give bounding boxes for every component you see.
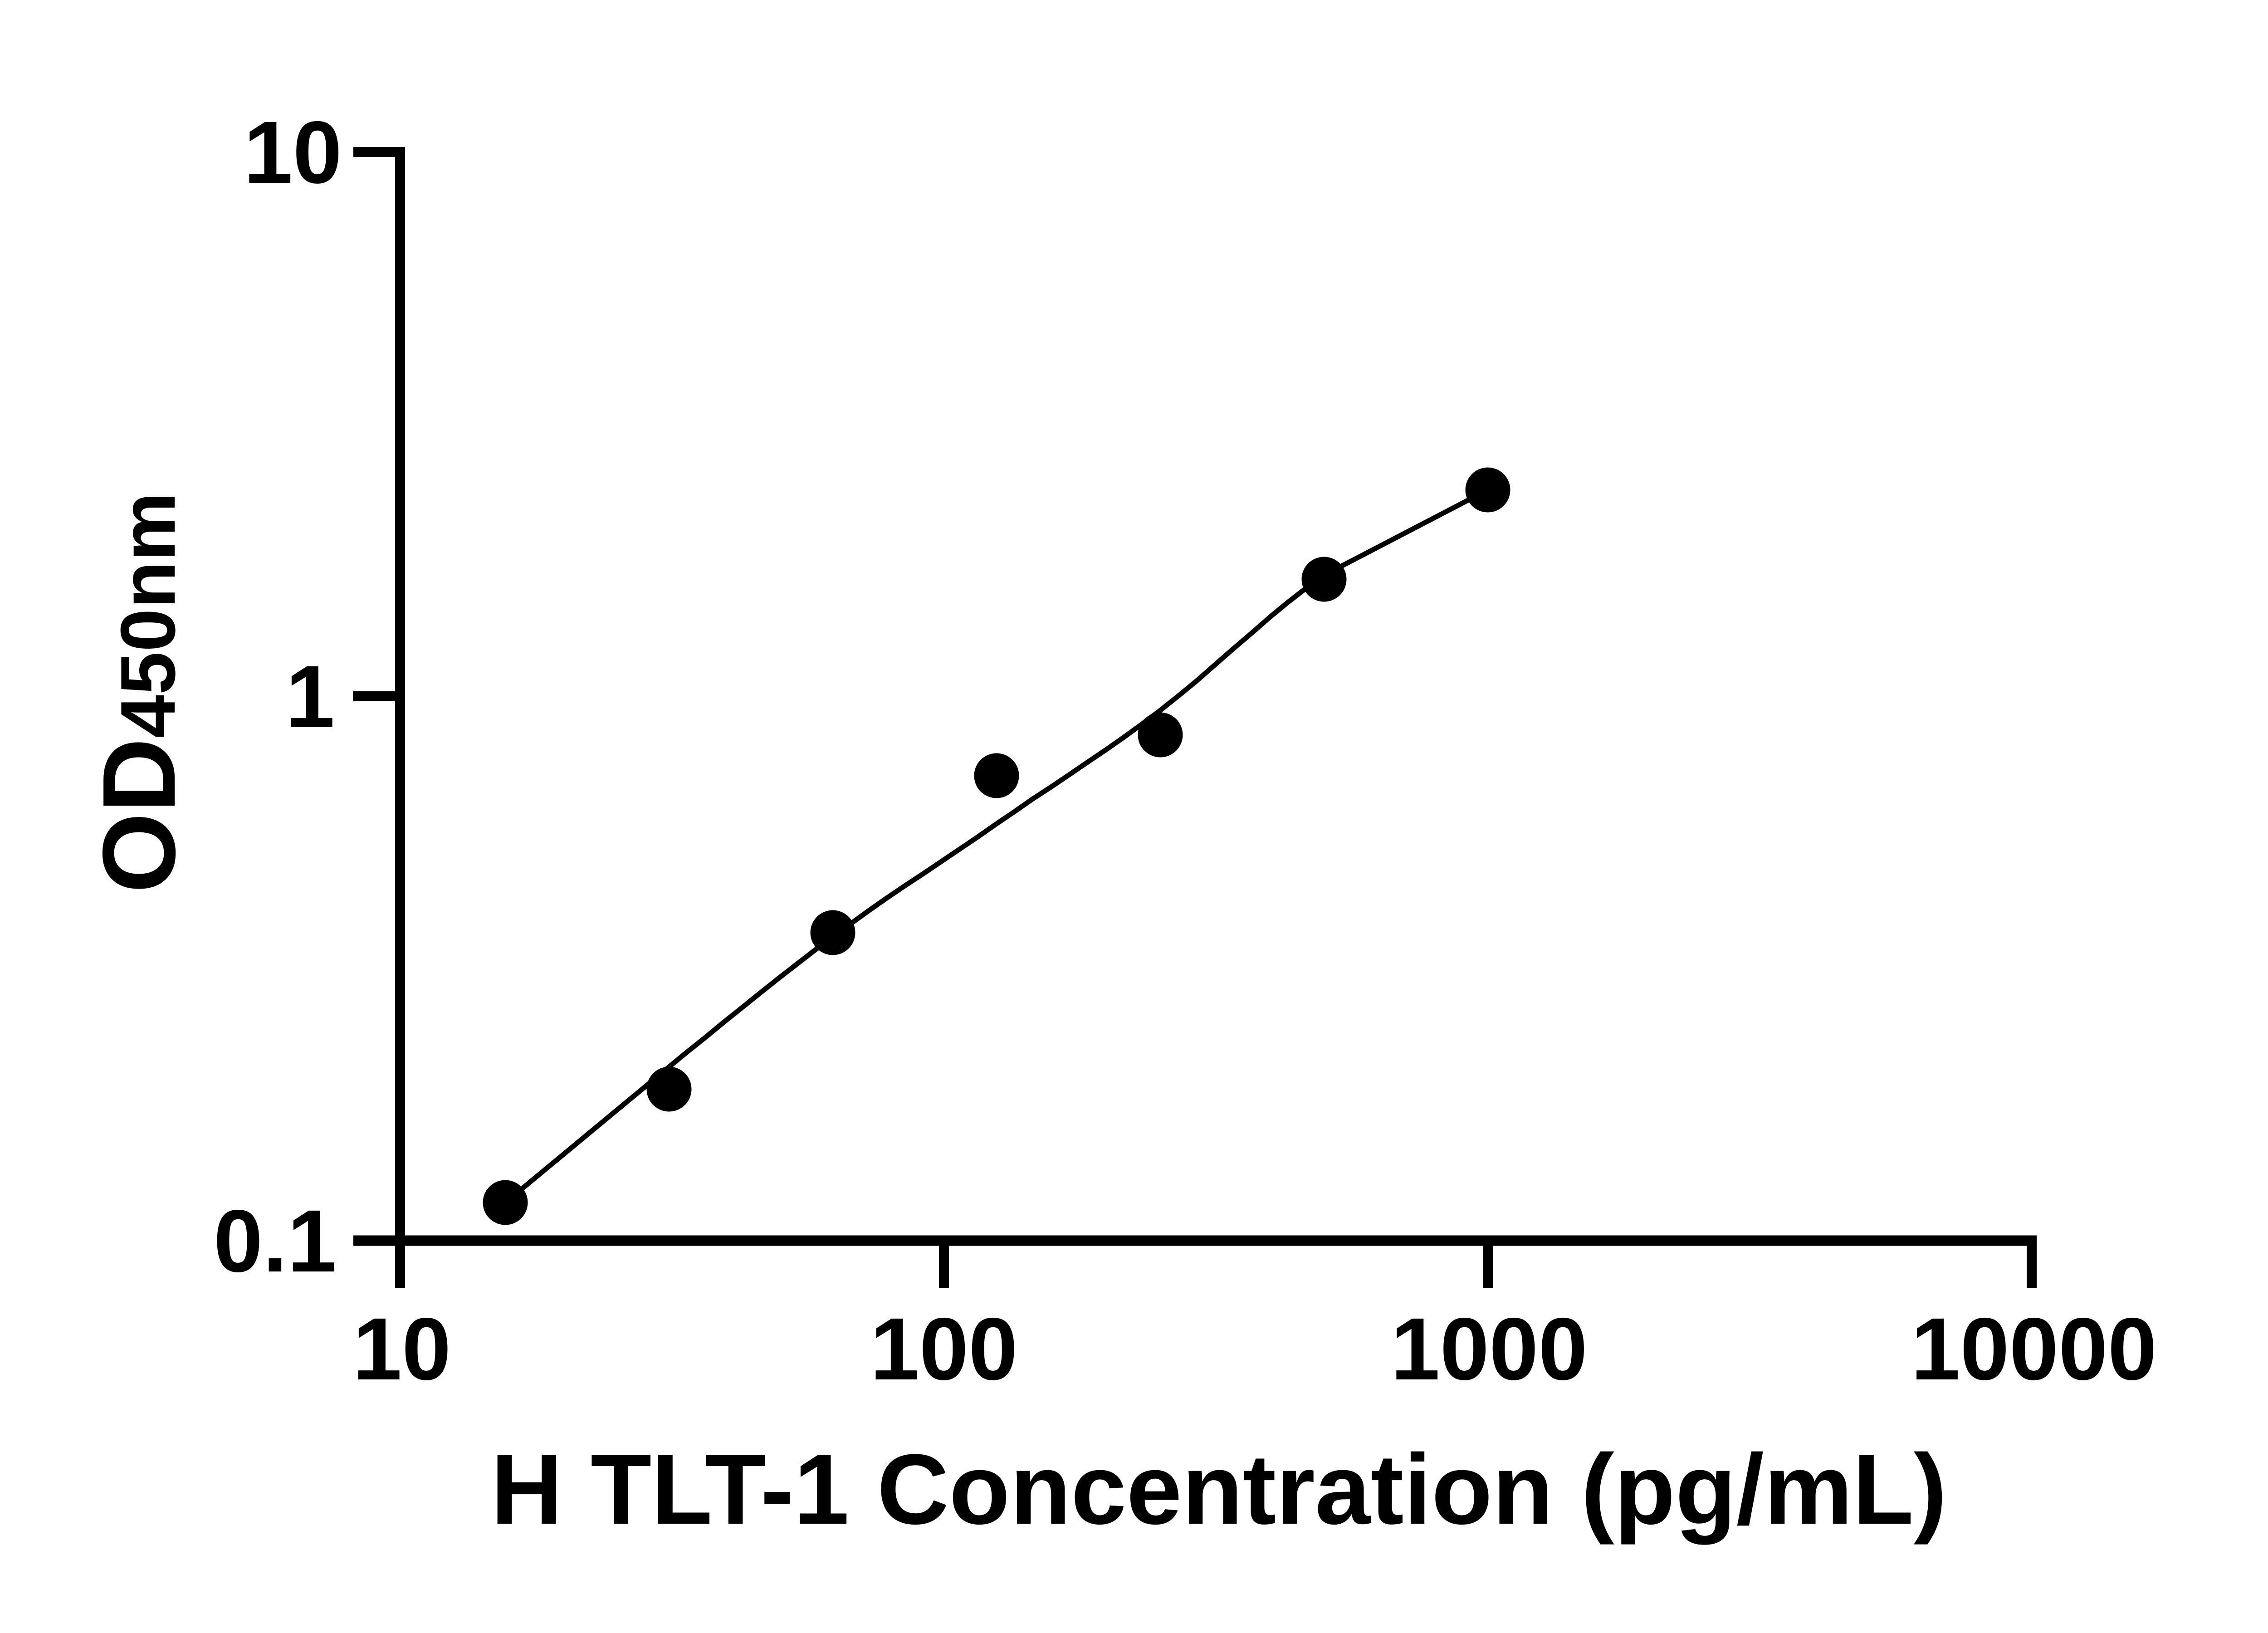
svg-text:0.1: 0.1 xyxy=(214,1192,337,1291)
svg-text:10000: 10000 xyxy=(1911,1300,2157,1398)
svg-text:OD450nm: OD450nm xyxy=(82,492,197,893)
svg-text:10: 10 xyxy=(244,103,342,202)
svg-text:100: 100 xyxy=(870,1300,1017,1398)
svg-text:1: 1 xyxy=(286,647,335,746)
svg-text:10: 10 xyxy=(353,1300,451,1398)
svg-text:1000: 1000 xyxy=(1391,1300,1588,1398)
svg-text:H TLT-1 Concentration (pg/mL): H TLT-1 Concentration (pg/mL) xyxy=(491,1433,1947,1545)
